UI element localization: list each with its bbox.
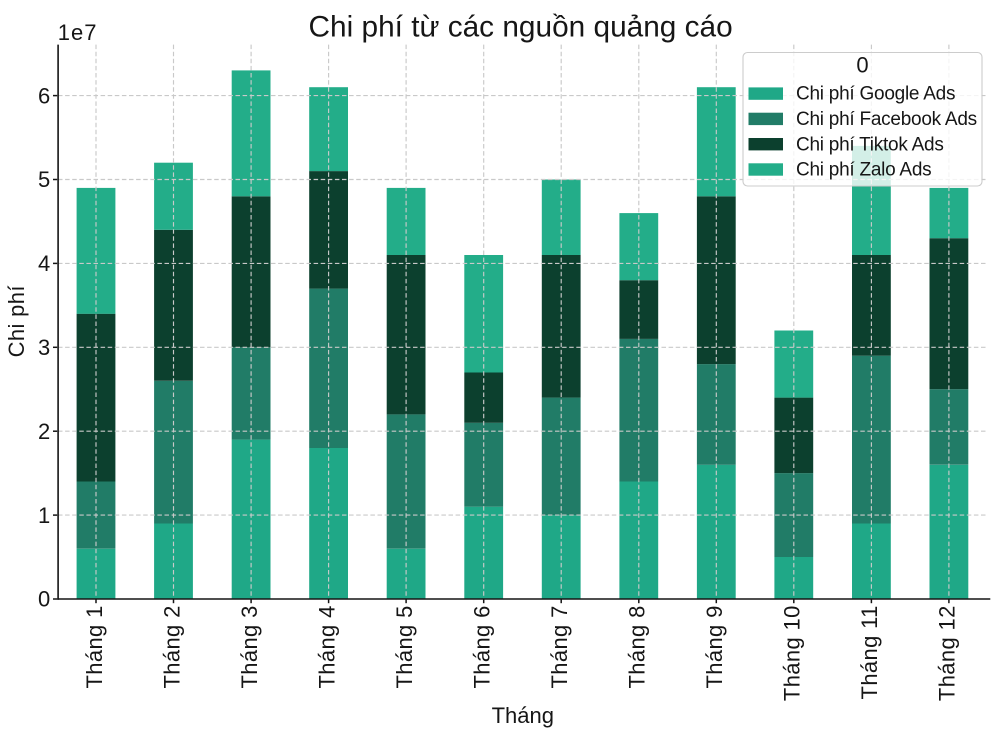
svg-text:Chi phí từ các nguồn quảng cáo: Chi phí từ các nguồn quảng cáo bbox=[309, 10, 733, 43]
svg-text:0: 0 bbox=[38, 587, 50, 612]
svg-text:2: 2 bbox=[38, 419, 50, 444]
svg-text:3: 3 bbox=[38, 335, 50, 360]
svg-text:Tháng 9: Tháng 9 bbox=[702, 605, 727, 688]
svg-text:5: 5 bbox=[38, 167, 50, 192]
svg-text:Tháng 8: Tháng 8 bbox=[625, 605, 650, 688]
svg-text:1: 1 bbox=[38, 503, 50, 528]
svg-text:Tháng: Tháng bbox=[492, 703, 554, 728]
svg-text:Tháng 3: Tháng 3 bbox=[237, 605, 262, 688]
svg-text:1e7: 1e7 bbox=[58, 20, 98, 45]
svg-text:Chi phí Google Ads: Chi phí Google Ads bbox=[796, 84, 955, 105]
svg-text:Chi phí: Chi phí bbox=[4, 285, 29, 357]
svg-text:Tháng 1: Tháng 1 bbox=[82, 605, 107, 688]
svg-text:Tháng 7: Tháng 7 bbox=[547, 605, 572, 688]
svg-text:Tháng 11: Tháng 11 bbox=[857, 605, 882, 699]
svg-text:Tháng 12: Tháng 12 bbox=[935, 605, 960, 701]
svg-text:6: 6 bbox=[38, 83, 50, 108]
svg-text:Chi phí Facebook Ads: Chi phí Facebook Ads bbox=[796, 109, 977, 130]
svg-text:Tháng 10: Tháng 10 bbox=[780, 605, 805, 701]
svg-text:Tháng 2: Tháng 2 bbox=[159, 605, 184, 688]
svg-text:Chi phí Zalo Ads: Chi phí Zalo Ads bbox=[796, 160, 931, 181]
svg-text:Tháng 6: Tháng 6 bbox=[470, 605, 495, 688]
svg-text:4: 4 bbox=[38, 251, 50, 276]
svg-text:Tháng 4: Tháng 4 bbox=[314, 605, 339, 688]
svg-text:0: 0 bbox=[856, 53, 868, 78]
svg-text:Tháng 5: Tháng 5 bbox=[392, 605, 417, 688]
svg-text:Chi phí Tiktok Ads: Chi phí Tiktok Ads bbox=[796, 134, 944, 155]
